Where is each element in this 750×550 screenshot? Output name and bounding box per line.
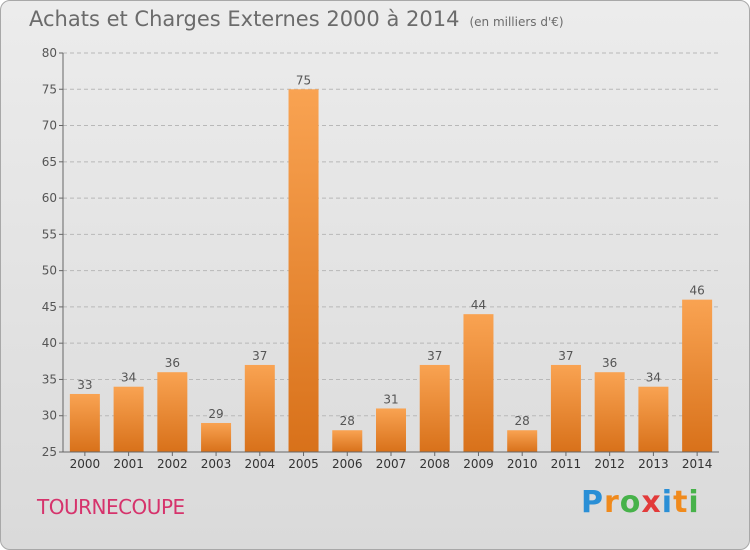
- x-tick-label-2004: 2004: [245, 457, 276, 471]
- bar-2000: [69, 393, 100, 452]
- data-label-2002: 36: [165, 356, 180, 370]
- chart-unit: (en milliers d'€): [469, 15, 564, 29]
- bar-2007: [376, 408, 406, 452]
- y-tick-label-40: 40: [42, 336, 57, 350]
- bar-2004: [244, 364, 275, 452]
- data-label-2010: 28: [515, 414, 530, 428]
- y-tick-label-50: 50: [42, 264, 57, 278]
- bar-2011: [550, 364, 581, 452]
- y-tick-label-30: 30: [42, 409, 57, 423]
- x-tick-label-2014: 2014: [682, 457, 713, 471]
- x-tick-label-2008: 2008: [419, 457, 450, 471]
- data-label-2003: 29: [208, 407, 223, 421]
- bar-2008: [419, 364, 450, 452]
- logo-letter: P: [581, 485, 604, 520]
- y-tick-label-35: 35: [42, 372, 57, 386]
- data-label-2008: 37: [427, 349, 442, 363]
- bar-2006: [332, 430, 363, 452]
- bar-2013: [638, 386, 669, 452]
- x-tick-label-2011: 2011: [551, 457, 582, 471]
- y-tick-label-65: 65: [42, 155, 57, 169]
- data-label-2005: 75: [296, 73, 311, 87]
- x-tick-label-2001: 2001: [113, 457, 144, 471]
- x-axis: 2000 2001 2002 2003 2004 2005 2006 2007 2008 2009…: [63, 451, 719, 471]
- data-label-2013: 34: [646, 371, 661, 385]
- data-label-2000: 33: [77, 378, 92, 392]
- data-label-2014: 46: [689, 284, 704, 298]
- logo-letter: i: [688, 485, 700, 520]
- x-tick-label-2012: 2012: [594, 457, 625, 471]
- x-tick-label-2003: 2003: [201, 457, 232, 471]
- bar-2003: [201, 422, 232, 452]
- data-label-2001: 34: [121, 371, 136, 385]
- y-tick-label-80: 80: [42, 46, 57, 60]
- x-tick-label-2002: 2002: [157, 457, 188, 471]
- logo-letter: r: [604, 485, 620, 520]
- data-label-2006: 28: [340, 414, 355, 428]
- proxiti-logo: Proxiti: [581, 485, 700, 520]
- bar-2001: [113, 386, 144, 452]
- y-tick-label-75: 75: [42, 82, 57, 96]
- y-tick-label-25: 25: [42, 445, 57, 459]
- x-tick-label-2007: 2007: [376, 457, 407, 471]
- bars: 33 34 36 29 37 75 28 31 37 44 28 37 36 34 46: [69, 73, 713, 452]
- bar-2010: [507, 430, 538, 452]
- x-tick-label-2005: 2005: [288, 457, 319, 471]
- y-tick-label-70: 70: [42, 119, 57, 133]
- bar-2002: [157, 372, 188, 452]
- logo-letter: x: [641, 485, 662, 520]
- grid-lines: [63, 52, 719, 417]
- y-tick-label-60: 60: [42, 191, 57, 205]
- data-label-2012: 36: [602, 356, 617, 370]
- chart-title-text: Achats et Charges Externes 2000 à 2014: [29, 7, 460, 31]
- logo-letter: o: [619, 485, 642, 520]
- chart-title: Achats et Charges Externes 2000 à 2014 (e…: [29, 7, 564, 31]
- data-label-2011: 37: [558, 349, 573, 363]
- data-label-2004: 37: [252, 349, 267, 363]
- x-tick-label-2006: 2006: [332, 457, 363, 471]
- bar-2012: [594, 372, 625, 452]
- commune-name: TOURNECOUPE: [37, 495, 185, 519]
- bar-2014: [682, 299, 713, 452]
- logo-letter: i: [661, 485, 674, 520]
- data-label-2009: 44: [471, 298, 486, 312]
- x-tick-label-2010: 2010: [507, 457, 538, 471]
- bar-2005: [288, 89, 319, 452]
- y-axis: 25 30 35 40 45 50 55 60 65 70 75 80: [42, 46, 64, 459]
- bar-2009: [463, 314, 494, 452]
- data-label-2007: 31: [383, 392, 398, 406]
- x-tick-label-2009: 2009: [463, 457, 494, 471]
- y-tick-label-45: 45: [42, 300, 57, 314]
- logo-letter: t: [673, 485, 689, 520]
- x-tick-label-2013: 2013: [638, 457, 669, 471]
- x-tick-label-2000: 2000: [70, 457, 101, 471]
- y-tick-label-55: 55: [42, 227, 57, 241]
